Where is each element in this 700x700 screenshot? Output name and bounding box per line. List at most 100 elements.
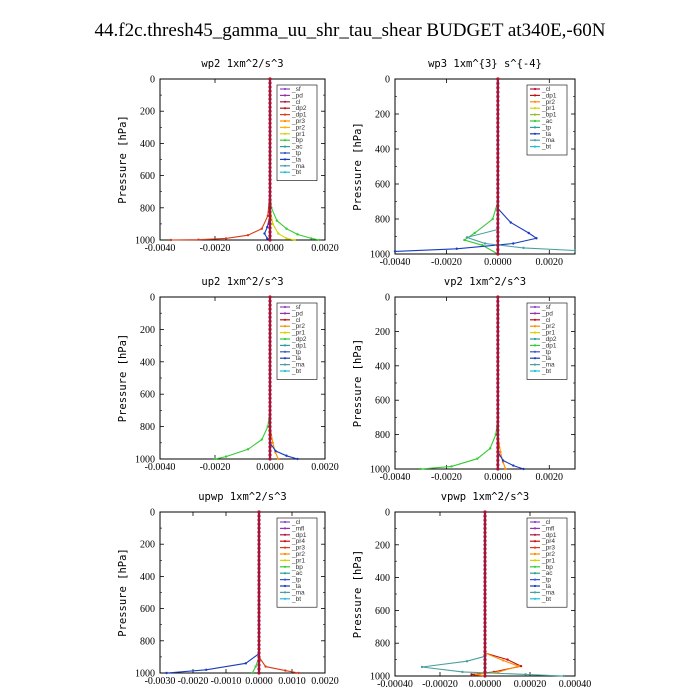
legend-box [526, 302, 568, 380]
series-point-pr2 [271, 441, 274, 444]
legend-label: _cl [291, 519, 301, 526]
legend-marker [533, 357, 537, 360]
y-tick-label: 1000 [135, 669, 155, 680]
zero-profile-marker [268, 202, 272, 206]
x-tick-label: -0.0020 [200, 243, 231, 254]
zero-profile-marker [496, 169, 500, 173]
zero-profile-marker [496, 103, 500, 107]
legend-marker [283, 546, 287, 549]
zero-profile-marker [483, 510, 487, 514]
legend-label: _pd [291, 310, 303, 317]
y-tick-label: 200 [375, 540, 390, 551]
series-point-dp2 [246, 448, 250, 451]
legend-marker [283, 357, 287, 360]
legend-marker [283, 337, 287, 341]
series-point-ta [296, 457, 299, 461]
series-point-dp2 [260, 438, 263, 441]
legend-label: _ac [291, 144, 303, 151]
y-tick-label: 800 [375, 639, 390, 650]
zero-profile-marker [496, 308, 500, 312]
zero-profile-marker [257, 514, 261, 518]
legend-marker [283, 171, 287, 174]
zero-profile-marker [268, 89, 272, 93]
zero-profile-marker [268, 364, 272, 368]
zero-profile-marker [496, 129, 500, 134]
x-tick-label: 0.00020 [514, 679, 547, 690]
zero-profile-marker [483, 666, 487, 670]
zero-profile-marker [496, 239, 500, 243]
zero-profile-marker [496, 186, 500, 190]
zero-profile-marker [257, 639, 261, 643]
series-point-pr2 [501, 460, 505, 464]
zero-profile-marker [483, 629, 487, 633]
zero-profile-marker [268, 348, 272, 352]
zero-profile-marker [268, 299, 272, 303]
zero-profile-marker [268, 113, 272, 117]
zero-profile-marker [268, 161, 272, 166]
zero-profile-marker [483, 551, 487, 555]
y-axis-label: Pressure [hPa] [117, 334, 129, 423]
legend-label: _ac [541, 118, 553, 125]
legend-label: _dp1 [541, 342, 557, 349]
legend-label: _ma [541, 137, 555, 144]
zero-profile-marker [268, 441, 272, 445]
zero-profile-marker [268, 400, 272, 404]
legend-marker [283, 94, 287, 97]
zero-profile-marker [257, 542, 261, 546]
legend-marker [283, 527, 287, 530]
x-tick-label: 0.0000 [484, 257, 512, 268]
legend-marker [533, 533, 537, 536]
chart-panel-upwp-1xm-2-s-3: upwp 1xm^2/s^3 Pressure [hPa] 0 200 400 600 80… [117, 491, 339, 687]
legend-marker [533, 350, 537, 353]
legend-label: _ta [541, 355, 551, 362]
legend-label: _dp1 [541, 532, 557, 539]
zero-profile-marker [496, 160, 500, 164]
zero-profile-marker [496, 221, 500, 225]
zero-profile-marker [268, 121, 272, 125]
zero-profile-marker [496, 364, 500, 368]
legend-label: _ta [291, 156, 301, 163]
legend-marker [533, 325, 537, 328]
zero-profile-marker [483, 637, 487, 641]
zero-profile-marker [496, 385, 500, 389]
zero-profile-marker [257, 647, 261, 651]
zero-profile-marker [268, 352, 272, 356]
zero-profile-marker [496, 156, 500, 160]
legend-label: _bt [541, 368, 551, 375]
zero-profile-marker [496, 243, 500, 247]
series-point-ta [165, 671, 168, 675]
zero-profile-marker [496, 304, 500, 308]
legend-label: _ma [291, 362, 305, 369]
legend-label: _pr3 [541, 545, 555, 552]
legend-label: _ac [541, 570, 553, 577]
series-point-dp1 [260, 227, 263, 230]
legend-label: _bt [541, 144, 551, 151]
series-point-pr4 [506, 658, 509, 661]
zero-profile-marker [496, 143, 500, 147]
legend-marker [283, 113, 287, 116]
zero-profile-marker [483, 539, 487, 543]
series-point-ta [244, 662, 247, 665]
legend-label: _ma [291, 163, 305, 170]
x-tick-label: 0.0020 [536, 472, 564, 483]
zero-profile-marker [483, 518, 487, 522]
zero-profile-marker [496, 334, 500, 338]
zero-profile-marker [257, 611, 261, 615]
y-tick-label: 1000 [135, 236, 155, 247]
zero-profile-marker [483, 645, 487, 649]
legend-marker [533, 546, 537, 549]
zero-profile-marker [268, 445, 272, 449]
series-point-ma [465, 236, 469, 239]
y-tick-label: 800 [375, 430, 390, 441]
legend-marker [533, 305, 537, 309]
y-tick-label: 800 [140, 636, 155, 647]
zero-profile-marker [496, 338, 500, 342]
zero-profile-marker [257, 631, 261, 635]
legend-label: _cl [291, 317, 301, 324]
zero-profile-marker [268, 226, 272, 230]
x-tick-label: 0.0000 [256, 462, 284, 473]
zero-profile-marker [268, 388, 272, 392]
zero-profile-marker [268, 137, 272, 141]
legend-label: _sf [541, 304, 551, 311]
y-tick-label: 200 [375, 110, 390, 121]
